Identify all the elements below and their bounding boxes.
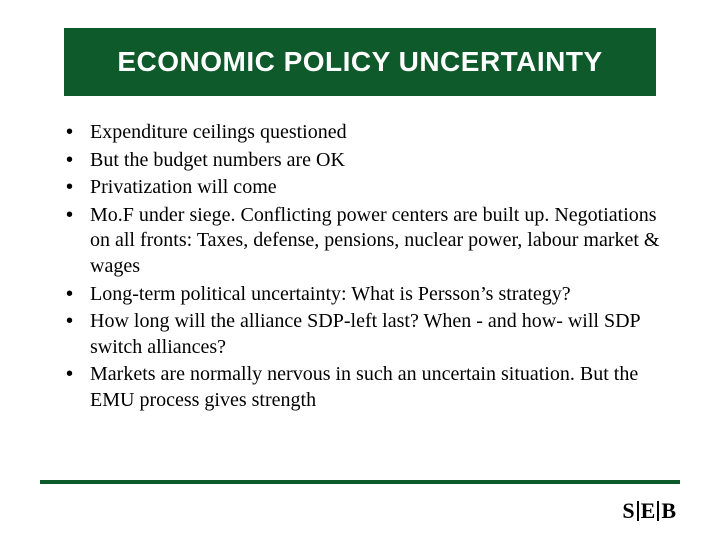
- bullet-item: Mo.F under siege. Conflicting power cent…: [60, 203, 660, 280]
- bullet-list: Expenditure ceilings questioned But the …: [60, 120, 660, 414]
- logo-letter: S: [620, 500, 636, 522]
- slide: ECONOMIC POLICY UNCERTAINTY Expenditure …: [0, 0, 720, 540]
- bullet-item: Long-term political uncertainty: What is…: [60, 282, 660, 308]
- bullet-item: Markets are normally nervous in such an …: [60, 362, 660, 413]
- content-area: Expenditure ceilings questioned But the …: [60, 120, 660, 414]
- bullet-item: How long will the alliance SDP-left last…: [60, 309, 660, 360]
- bullet-item: Expenditure ceilings questioned: [60, 120, 660, 146]
- logo-letter: B: [659, 500, 678, 522]
- divider-line: [40, 480, 680, 484]
- bullet-item: But the budget numbers are OK: [60, 148, 660, 174]
- slide-title: ECONOMIC POLICY UNCERTAINTY: [74, 46, 646, 78]
- bullet-item: Privatization will come: [60, 175, 660, 201]
- title-bar: ECONOMIC POLICY UNCERTAINTY: [64, 28, 656, 96]
- seb-logo: S E B: [620, 500, 678, 522]
- logo-letter: E: [639, 500, 658, 522]
